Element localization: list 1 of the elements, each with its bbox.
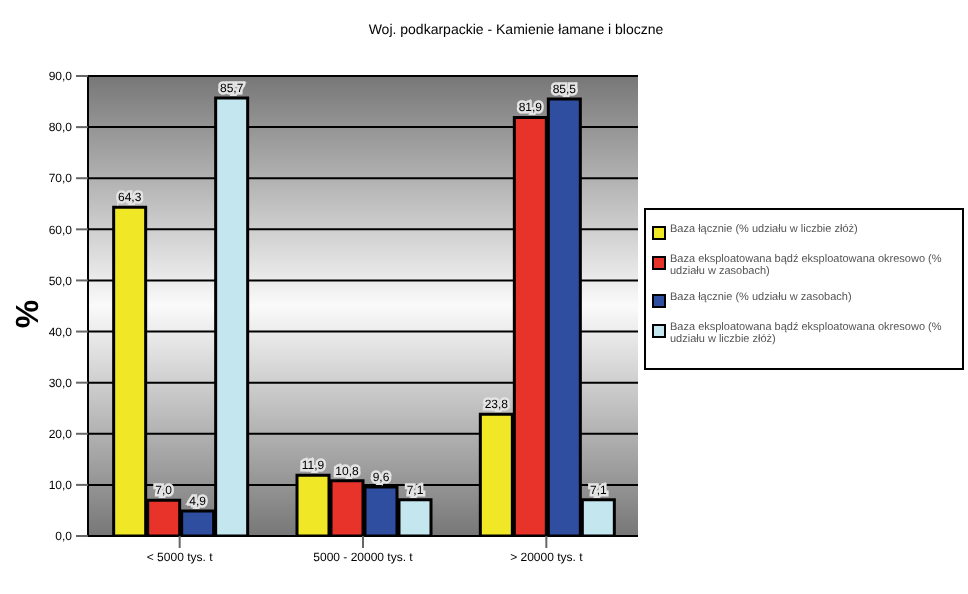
y-axis-title: % [12,299,49,329]
